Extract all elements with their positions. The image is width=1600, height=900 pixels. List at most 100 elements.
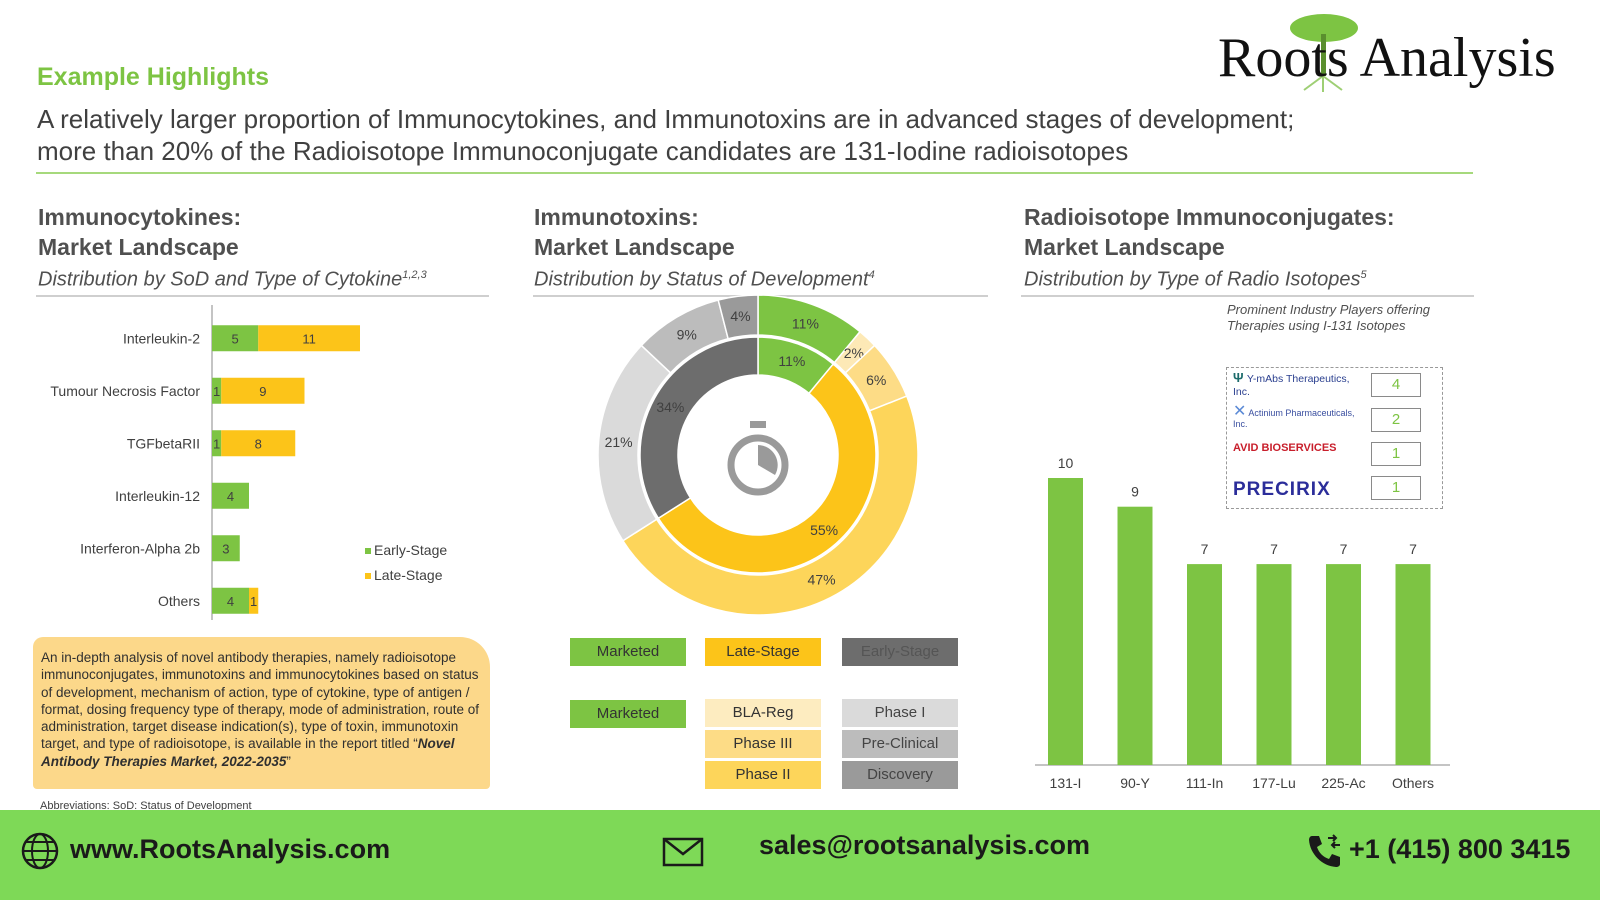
- legend-marketed: Marketed: [570, 638, 686, 666]
- legend-phase-iii: Phase III: [705, 730, 821, 758]
- email-link[interactable]: sales@rootsanalysis.com: [759, 830, 1090, 860]
- company-count: 2: [1371, 408, 1421, 432]
- category-label: 111-In: [1186, 775, 1224, 791]
- company-count: 4: [1371, 373, 1421, 397]
- data-label: 1: [250, 594, 257, 609]
- radio-isotope-bar-chart: 10 131-I 9 90-Y 7 111-In 7 177-Lu 7 225-Ac 7 Others: [1035, 455, 1450, 791]
- subtitle-text: Distribution by Status of Development: [534, 268, 869, 291]
- section-immunocytokines: Immunocytokines: Market Landscape Distri…: [38, 202, 427, 293]
- data-label: 11: [302, 331, 316, 346]
- data-label: 4: [227, 594, 234, 609]
- development-donut-chart: 11% 2%6% 47% 21% 9% 4% 11% 55% 34%: [597, 295, 919, 616]
- footnote-ref: 4: [868, 269, 875, 281]
- legend-phase-i: Phase I: [842, 699, 958, 727]
- category-label: Others: [158, 593, 200, 609]
- note-text: An in-depth analysis of novel antibody t…: [41, 650, 479, 752]
- bar-segment: [212, 430, 222, 457]
- ymabs-logo-icon: Ψ: [1233, 370, 1244, 385]
- slice-label: 11%: [792, 315, 819, 331]
- legend-label: Early-Stage: [374, 542, 447, 558]
- data-label: 4: [227, 489, 234, 504]
- category-label: Interferon-Alpha 2b: [80, 540, 200, 556]
- slice-label: 47%: [808, 572, 836, 588]
- slice-label: 21%: [605, 434, 633, 450]
- stopwatch-icon: [727, 421, 789, 496]
- company-actinium: ✕ Actinium Pharmaceuticals, Inc.: [1233, 403, 1368, 434]
- globe-icon: [21, 832, 59, 870]
- bar-segment: [212, 482, 249, 509]
- category-label: TGFbetaRII: [127, 435, 200, 451]
- players-card: Ψ Y-mAbs Therapeutics, Inc. 4 ✕ Actinium…: [1226, 367, 1443, 509]
- header-divider: [36, 172, 1473, 174]
- abbreviations: Abbreviations: SoD: Status of Developmen…: [40, 800, 252, 812]
- headline: A relatively larger proportion of Immuno…: [37, 103, 1457, 167]
- bar: [1117, 506, 1153, 765]
- data-label: 8: [255, 436, 262, 451]
- slice-label: 4%: [730, 308, 750, 324]
- outer-ring-slice: [621, 395, 919, 616]
- data-label: 1: [213, 384, 220, 399]
- slice-label: 11%: [778, 353, 805, 369]
- legend-pre-clinical: Pre-Clinical: [842, 730, 958, 758]
- bar-segment: [258, 325, 360, 352]
- company-name: Actinium Pharmaceuticals, Inc.: [1233, 408, 1355, 429]
- category-label: 177-Lu: [1252, 775, 1296, 791]
- section-title-line2: Market Landscape: [38, 234, 239, 260]
- bar: [1256, 564, 1292, 765]
- bar: [1048, 478, 1083, 765]
- legend-phase-ii: Phase II: [705, 761, 821, 789]
- bar: [1187, 564, 1222, 765]
- slice-label: 34%: [656, 399, 684, 415]
- company-name: Y-mAbs Therapeutics, Inc.: [1233, 373, 1350, 398]
- report-note: An in-depth analysis of novel antibody t…: [33, 637, 490, 789]
- slice-label: 9%: [677, 326, 697, 342]
- data-label: 7: [1201, 541, 1209, 557]
- subtitle-text: Distribution by Type of Radio Isotopes: [1024, 268, 1361, 291]
- bar: [1395, 564, 1431, 765]
- company-avid: AVID BIOSERVICES: [1233, 442, 1337, 454]
- slice-label: 2%: [844, 345, 864, 361]
- bar-segment: [212, 535, 240, 562]
- company-precirix: PRECIRIX: [1233, 479, 1331, 500]
- players-caption: Prominent Industry Players offering Ther…: [1227, 302, 1431, 333]
- data-label: 10: [1058, 455, 1074, 471]
- mail-icon: [662, 837, 704, 867]
- phone-icon: [1309, 834, 1340, 867]
- note-close-quote: ”: [286, 753, 291, 769]
- section-radioisotope: Radioisotope Immunoconjugates: Market La…: [1024, 202, 1395, 293]
- donut-legend: Marketed Late-Stage Early-Stage Marketed…: [570, 638, 970, 789]
- bar: [1326, 564, 1361, 765]
- website-link[interactable]: www.RootsAnalysis.com: [70, 834, 391, 864]
- bar-segment: [212, 325, 259, 352]
- section-subtitle: Distribution by SoD and Type of Cytokine…: [38, 262, 427, 293]
- report-title: Novel Antibody Therapies Market, 2022-20…: [41, 736, 455, 769]
- company-ymabs: Ψ Y-mAbs Therapeutics, Inc.: [1233, 370, 1363, 400]
- actinium-logo-icon: ✕: [1233, 403, 1247, 420]
- logo-text: Roots Analysis: [1218, 27, 1556, 89]
- legend-swatch: [365, 548, 371, 554]
- section-title-line1: Radioisotope Immunoconjugates:: [1024, 204, 1395, 230]
- section-subtitle: Distribution by Status of Development4: [534, 262, 875, 293]
- category-label: Interleukin-12: [115, 488, 200, 504]
- legend-discovery: Discovery: [842, 761, 958, 789]
- section-divider: [1021, 295, 1474, 297]
- footnote-ref: 1,2,3: [402, 269, 427, 281]
- inner-ring-slice: [657, 363, 877, 574]
- page-title: Example Highlights: [37, 63, 269, 91]
- phone-link[interactable]: +1 (415) 800 3415: [1349, 834, 1571, 864]
- category-label: Tumour Necrosis Factor: [50, 383, 200, 399]
- category-label: 90-Y: [1120, 775, 1150, 791]
- bar-segment: [212, 587, 249, 614]
- bar-segment: [221, 430, 296, 457]
- section-immunotoxins: Immunotoxins: Market Landscape Distribut…: [534, 202, 875, 293]
- bar-segment: [249, 587, 259, 614]
- data-label: 7: [1340, 541, 1348, 557]
- section-title-line1: Immunocytokines:: [38, 204, 242, 230]
- legend-bla-reg: BLA-Reg: [705, 699, 821, 727]
- data-label: 7: [1409, 541, 1417, 557]
- legend-early-stage: Early-Stage: [842, 638, 958, 666]
- category-label: 131-I: [1050, 775, 1082, 791]
- data-label: 3: [222, 541, 229, 556]
- legend-swatch: [365, 573, 371, 579]
